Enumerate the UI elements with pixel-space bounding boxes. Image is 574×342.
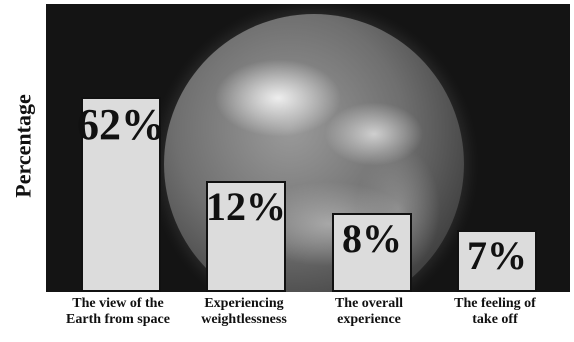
y-axis-label-text: Percentage [11,94,36,198]
y-axis-label: Percentage [4,0,44,292]
x-tick-label-3: The overall experience [334,296,404,327]
bar-1 [81,97,161,292]
bars-layer: 62% 12% 8% 7% [46,4,570,292]
x-axis-labels: The view of the Earth from space Experien… [46,296,570,342]
bar-3 [332,212,412,292]
x-tick-label-4: The feeling of take off [454,296,536,327]
bar-value-label-2: 12% [206,184,286,230]
x-tick-label-2: Experiencing weightlessness [201,296,287,327]
bar-value-label-1: 62% [77,100,165,149]
bar-value-label-3: 8% [342,215,402,261]
bar-4 [457,229,537,292]
plot-area: 62% 12% 8% 7% [46,4,570,292]
x-tick-label-1: The view of the Earth from space [66,296,170,327]
bar-2 [206,181,286,292]
bar-value-label-4: 7% [467,232,527,278]
